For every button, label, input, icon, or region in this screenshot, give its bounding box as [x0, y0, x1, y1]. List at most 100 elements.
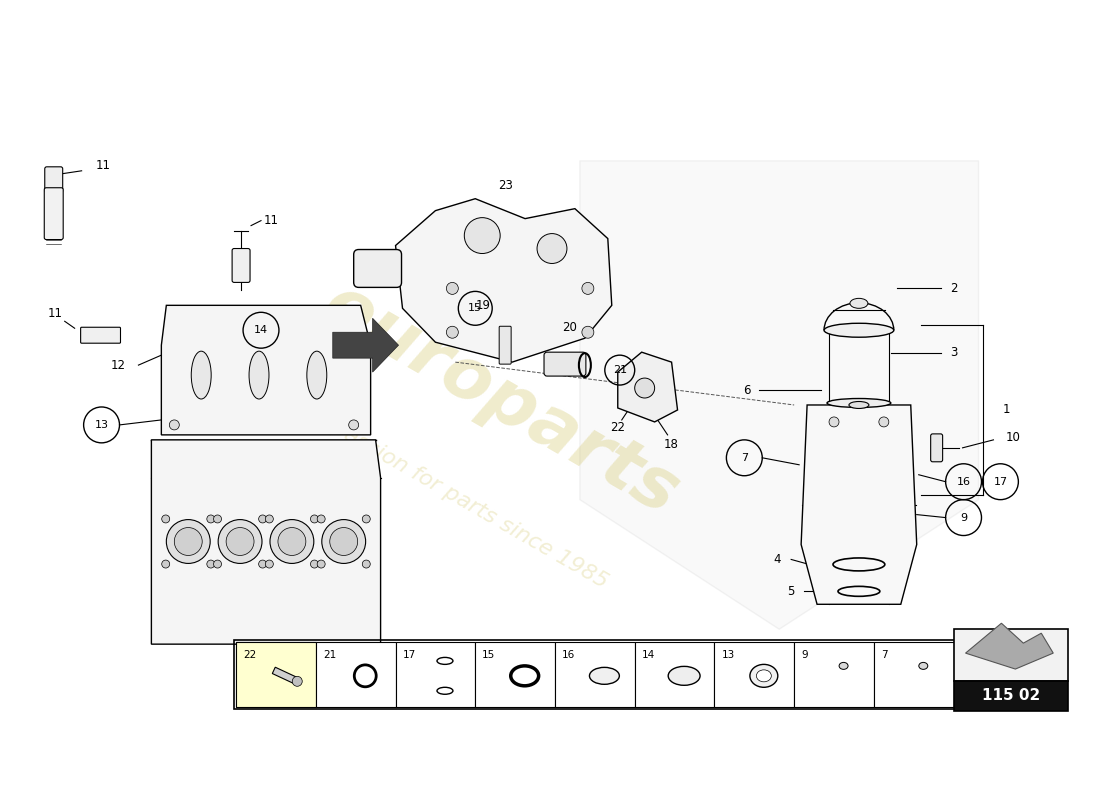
Text: 10: 10	[1005, 431, 1021, 444]
Ellipse shape	[849, 402, 869, 409]
Circle shape	[447, 326, 459, 338]
Bar	[873, 642, 954, 707]
Circle shape	[227, 527, 254, 555]
Bar	[316, 642, 396, 707]
Circle shape	[258, 515, 266, 523]
Text: 7: 7	[740, 453, 748, 462]
Text: 16: 16	[562, 650, 575, 660]
Ellipse shape	[757, 670, 771, 682]
Text: 2: 2	[949, 282, 957, 295]
Polygon shape	[966, 623, 1053, 669]
Polygon shape	[273, 667, 299, 685]
Circle shape	[278, 527, 306, 555]
Text: 21: 21	[322, 650, 335, 660]
Text: 1: 1	[1003, 403, 1010, 417]
Text: 17: 17	[403, 650, 416, 660]
Circle shape	[330, 527, 358, 555]
Polygon shape	[162, 306, 371, 435]
Circle shape	[317, 515, 326, 523]
Circle shape	[265, 560, 273, 568]
Text: 11: 11	[264, 214, 278, 227]
Text: 21: 21	[613, 365, 627, 375]
Circle shape	[207, 560, 215, 568]
Text: 22: 22	[610, 422, 625, 434]
FancyBboxPatch shape	[44, 188, 63, 239]
Circle shape	[537, 234, 566, 263]
Circle shape	[265, 515, 273, 523]
Bar	[954, 681, 1068, 711]
Text: 13: 13	[722, 650, 735, 660]
Circle shape	[270, 519, 314, 563]
Ellipse shape	[590, 667, 619, 684]
Text: 12: 12	[111, 358, 126, 372]
Circle shape	[162, 560, 169, 568]
Ellipse shape	[307, 351, 327, 399]
Circle shape	[310, 560, 318, 568]
Ellipse shape	[839, 662, 848, 670]
Polygon shape	[801, 405, 916, 604]
Polygon shape	[396, 198, 612, 362]
Circle shape	[166, 519, 210, 563]
Text: 22: 22	[243, 650, 256, 660]
Text: 13: 13	[95, 420, 109, 430]
Bar	[635, 642, 714, 707]
Text: 16: 16	[957, 477, 970, 486]
Circle shape	[169, 420, 179, 430]
Circle shape	[464, 218, 500, 254]
Ellipse shape	[918, 662, 927, 670]
Polygon shape	[152, 440, 381, 644]
FancyBboxPatch shape	[931, 434, 943, 462]
Circle shape	[447, 282, 459, 294]
Bar	[714, 642, 794, 707]
Ellipse shape	[850, 298, 868, 308]
Ellipse shape	[750, 664, 778, 687]
Circle shape	[582, 326, 594, 338]
Text: 3: 3	[950, 346, 957, 359]
Circle shape	[213, 560, 221, 568]
Circle shape	[362, 560, 371, 568]
FancyBboxPatch shape	[499, 326, 512, 364]
Bar	[396, 642, 475, 707]
Text: a passion for parts since 1985: a passion for parts since 1985	[310, 407, 610, 593]
Text: europarts: europarts	[310, 270, 691, 530]
Ellipse shape	[191, 351, 211, 399]
Circle shape	[362, 515, 371, 523]
Text: 19: 19	[475, 299, 491, 312]
Text: 18: 18	[664, 438, 679, 451]
Circle shape	[218, 519, 262, 563]
Text: 5: 5	[788, 585, 795, 598]
Circle shape	[174, 527, 202, 555]
Ellipse shape	[668, 666, 700, 686]
Circle shape	[162, 515, 169, 523]
Circle shape	[582, 282, 594, 294]
Circle shape	[317, 560, 326, 568]
Text: 15: 15	[469, 303, 482, 314]
FancyBboxPatch shape	[544, 352, 586, 376]
Text: 7: 7	[881, 650, 888, 660]
Text: 11: 11	[96, 159, 111, 172]
Circle shape	[349, 420, 359, 430]
Text: 9: 9	[801, 650, 807, 660]
Circle shape	[879, 417, 889, 427]
Polygon shape	[333, 318, 398, 372]
Polygon shape	[618, 352, 678, 422]
Circle shape	[207, 515, 215, 523]
Text: 17: 17	[993, 477, 1008, 486]
Bar	[556, 642, 635, 707]
Bar	[234, 640, 956, 709]
Bar	[236, 642, 316, 707]
Text: 6: 6	[744, 383, 751, 397]
Circle shape	[258, 560, 266, 568]
Bar	[954, 630, 1068, 681]
Circle shape	[322, 519, 365, 563]
Circle shape	[829, 417, 839, 427]
Text: 20: 20	[562, 321, 578, 334]
Bar	[475, 642, 556, 707]
Text: 9: 9	[960, 513, 967, 522]
Text: 14: 14	[641, 650, 654, 660]
Circle shape	[293, 676, 303, 686]
Bar	[794, 642, 873, 707]
Polygon shape	[580, 161, 979, 630]
Circle shape	[635, 378, 654, 398]
Text: 14: 14	[254, 326, 268, 335]
